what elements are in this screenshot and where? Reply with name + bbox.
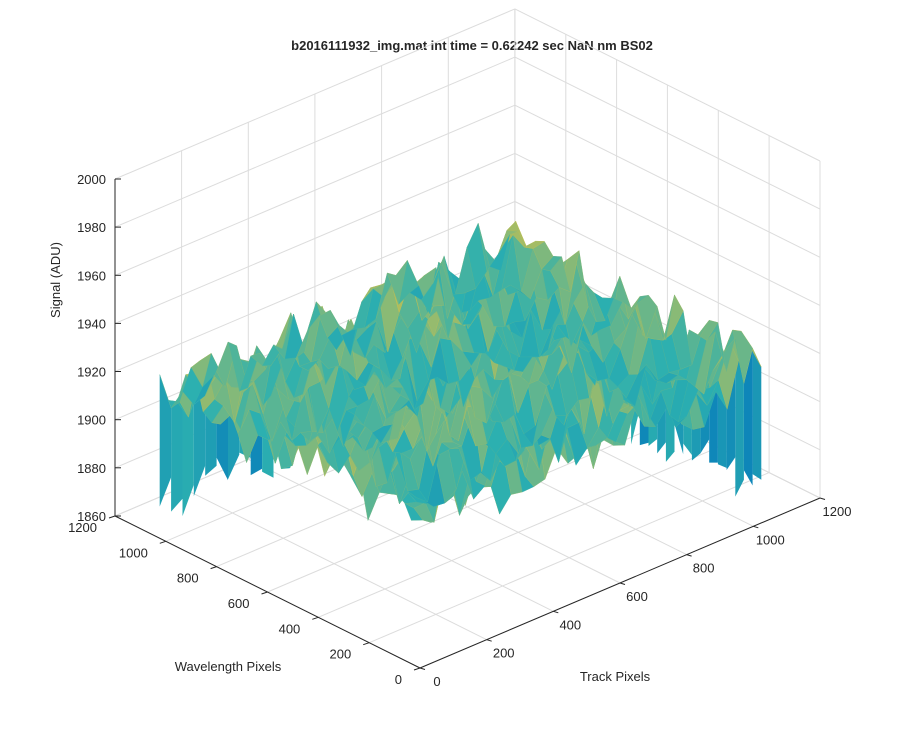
y-tick-label: 1200	[68, 520, 97, 535]
y-tick-mark	[261, 591, 268, 595]
x-tick-mark	[419, 667, 426, 670]
surface-skirt-patch	[193, 395, 206, 497]
x-tick-mark	[819, 497, 826, 500]
surface-mesh	[159, 220, 762, 523]
y-tick-label: 400	[279, 621, 301, 636]
z-tick-label: 1860	[77, 509, 106, 524]
y-tick-label: 600	[228, 596, 250, 611]
surface-skirt-patch	[159, 374, 172, 507]
x-tick-label: 200	[493, 646, 515, 661]
z-grid-line-left-wall	[114, 56, 516, 228]
y-tick-mark	[159, 540, 166, 544]
z-tick-label: 1960	[77, 268, 106, 283]
y-tick-mark	[108, 515, 116, 519]
z-grid-line-right-wall	[514, 104, 821, 258]
surface-skirt-patch	[743, 348, 753, 486]
y-tick-label: 1000	[119, 545, 148, 560]
y-tick-label: 200	[329, 647, 351, 662]
z-grid-line-right-wall	[514, 152, 821, 306]
z-grid-line-left-wall	[114, 201, 516, 372]
x-tick-label: 1200	[823, 504, 852, 519]
y-grid-line-floor	[318, 446, 719, 618]
x-tick-mark	[619, 582, 626, 585]
x-axis-label: Track Pixels	[580, 669, 651, 684]
z-grid-line-right-wall	[514, 56, 821, 210]
y-tick-mark	[413, 667, 421, 671]
y-tick-mark	[210, 566, 217, 570]
x-tick-label: 800	[693, 561, 715, 576]
x-tick-label: 400	[559, 617, 581, 632]
z-tick-label: 1880	[77, 461, 106, 476]
surface-skirt-patch	[735, 337, 744, 497]
x-tick-mark	[553, 610, 559, 614]
x-tick-mark	[486, 639, 492, 642]
z-grid-line-right-wall	[514, 8, 821, 162]
y-tick-mark	[312, 616, 319, 620]
y-grid-line-floor	[267, 421, 668, 593]
z-tick-label: 1980	[77, 220, 106, 235]
z-grid-line-left-wall	[114, 8, 516, 180]
y-tick-label: 0	[395, 672, 402, 687]
z-tick-label: 1920	[77, 365, 106, 380]
surface-skirt-patch	[171, 391, 183, 512]
x-tick-label: 1000	[756, 532, 785, 547]
x-tick-mark	[686, 554, 692, 557]
surface-patch	[489, 234, 510, 272]
y-grid-line-floor	[369, 472, 770, 644]
x-tick-label: 600	[626, 589, 648, 604]
surface-skirt-patch	[752, 348, 762, 480]
z-grid-line-left-wall	[114, 152, 516, 324]
x-tick-mark	[753, 525, 759, 529]
z-tick-label: 2000	[77, 172, 106, 187]
y-tick-label: 800	[177, 571, 199, 586]
surface-skirt-patch	[182, 391, 194, 517]
z-tick-label: 1900	[77, 413, 106, 428]
y-axis-label: Wavelength Pixels	[175, 659, 282, 674]
z-axis-label: Signal (ADU)	[48, 242, 63, 318]
tick-labels: 0 200 400 600 800 1000 1200 0 200 400 600 800 1000 12…	[68, 172, 851, 689]
chart-title: b2016111932_img.mat int time = 0.62242 s…	[291, 38, 653, 53]
z-grid-line-right-wall	[514, 201, 821, 354]
z-grid-line-left-wall	[114, 104, 516, 276]
z-tick-label: 1940	[77, 316, 106, 331]
y-tick-mark	[363, 642, 370, 646]
axes-lines	[108, 178, 826, 671]
x-tick-label: 0	[433, 674, 440, 689]
